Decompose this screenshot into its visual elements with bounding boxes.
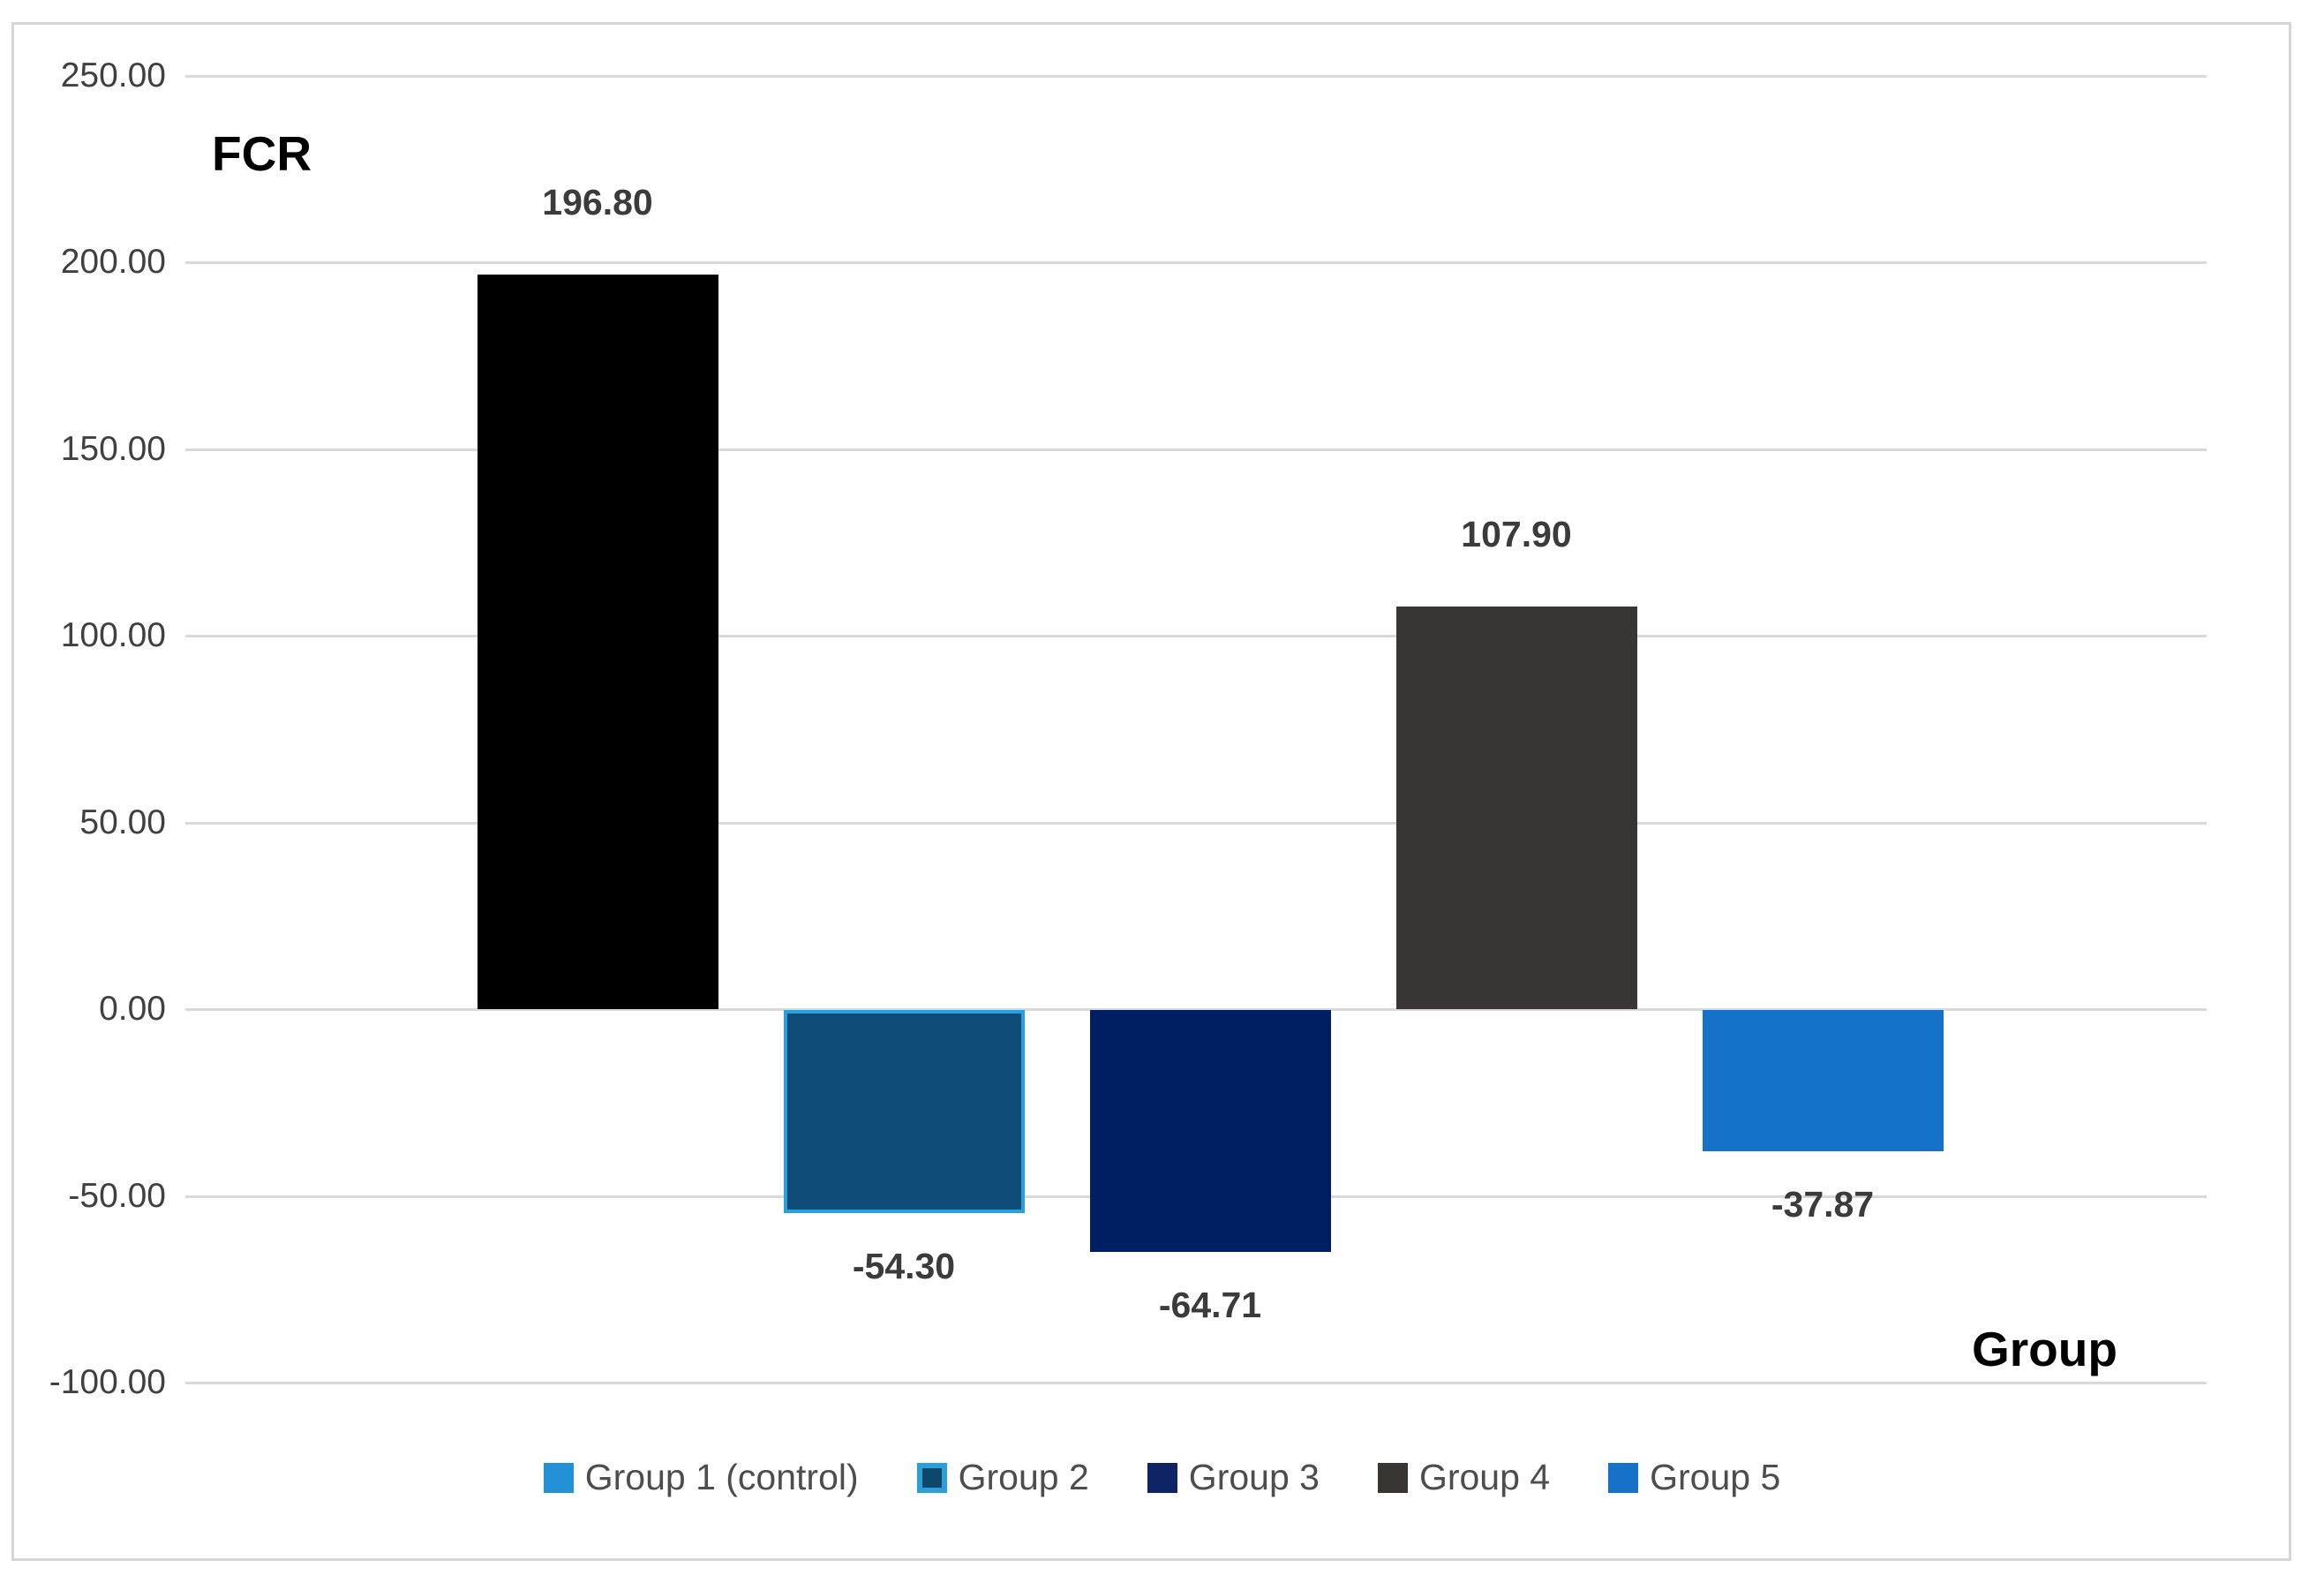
gridline-0.00: [185, 1008, 2207, 1011]
legend-item-group-3: Group 3: [1147, 1457, 1320, 1498]
y-tick-label--50.00: -50.00: [68, 1176, 166, 1215]
bar-group-4: [1395, 606, 1637, 1009]
legend-item-group-4: Group 4: [1377, 1457, 1551, 1498]
legend-label: Group 5: [1650, 1457, 1781, 1497]
data-label--54.30: -54.30: [852, 1245, 956, 1286]
y-tick-label-50.00: 50.00: [79, 803, 166, 841]
data-label-196.80: 196.80: [542, 181, 653, 222]
legend-item-group-1-control: Group 1 (control): [543, 1457, 859, 1498]
data-label-107.90: 107.90: [1461, 513, 1572, 554]
y-tick-label-200.00: 200.00: [60, 243, 166, 281]
y-tick-label-250.00: 250.00: [60, 56, 166, 94]
legend-swatch-icon: [1608, 1462, 1639, 1493]
data-label--37.87: -37.87: [1771, 1184, 1875, 1225]
legend-swatch-icon: [916, 1462, 947, 1493]
legend-swatch-icon: [543, 1462, 574, 1493]
gridline-50.00: [185, 821, 2207, 825]
bar-group-3: [1089, 1010, 1331, 1252]
legend-swatch-icon: [1377, 1462, 1408, 1493]
legend-label: Group 3: [1188, 1457, 1320, 1497]
bar-group-1-control: [477, 274, 718, 1009]
chart-outer-border: [11, 22, 2291, 1561]
legend-item-group-2: Group 2: [916, 1457, 1089, 1498]
gridline--100.00: [185, 1382, 2207, 1384]
gridline-200.00: [185, 261, 2207, 264]
y-tick-label-150.00: 150.00: [60, 429, 166, 468]
legend: Group 1 (control) Group 2 Group 3 Group 4 Gr…: [0, 1457, 2324, 1498]
gridline-150.00: [185, 448, 2207, 451]
y-axis-title: FCR: [212, 126, 312, 181]
x-axis-title: Group: [1972, 1322, 2117, 1376]
data-label--64.71: -64.71: [1158, 1284, 1262, 1325]
bar-group-2: [783, 1010, 1025, 1213]
gridline-100.00: [185, 635, 2207, 637]
gridline-250.00: [185, 74, 2207, 78]
legend-label: Group 4: [1418, 1457, 1551, 1497]
legend-label: Group 2: [958, 1457, 1089, 1497]
bar-group-5: [1702, 1010, 1944, 1152]
legend-label: Group 1 (control): [584, 1457, 859, 1497]
y-tick-label--100.00: -100.00: [49, 1363, 166, 1401]
y-tick-label-100.00: 100.00: [60, 616, 166, 654]
legend-swatch-icon: [1147, 1462, 1177, 1493]
y-tick-label-0.00: 0.00: [99, 990, 166, 1028]
legend-item-group-5: Group 5: [1608, 1457, 1780, 1498]
